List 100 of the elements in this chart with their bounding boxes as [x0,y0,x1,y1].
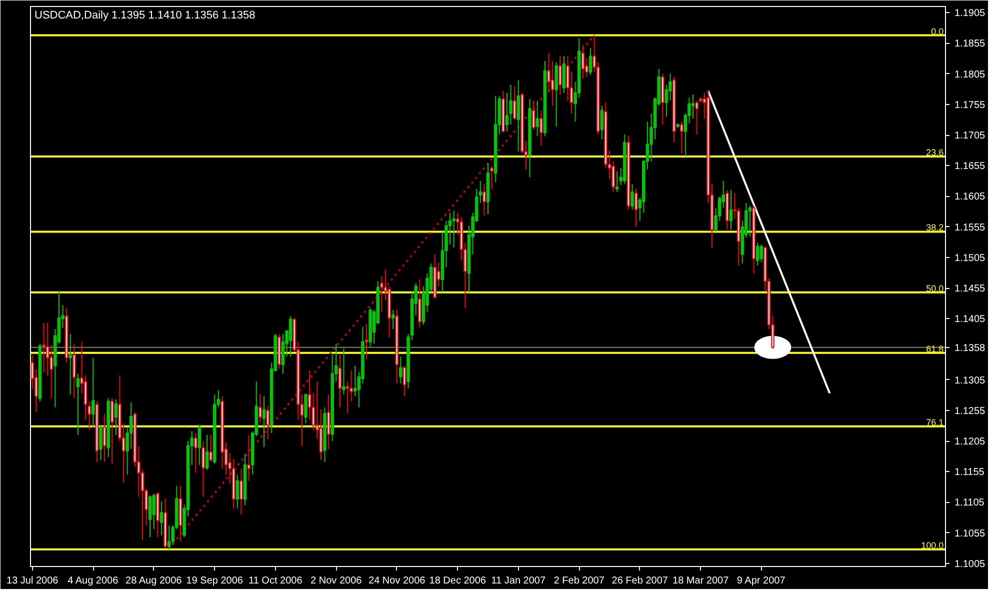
candlestick [42,322,46,373]
candlestick [205,434,209,470]
x-tick-label: 28 Aug 2006 [126,576,182,586]
y-tick-label: 1.1358 [954,342,986,354]
y-tick-label: 1.1505 [954,252,986,264]
y-tick-label: 1.1605 [954,192,986,203]
candlestick [236,474,240,509]
candlestick [512,86,516,120]
x-tick-label: 11 Oct 2006 [248,576,303,586]
candlestick [152,493,156,530]
candlestick [167,524,171,550]
candlestick [46,322,50,376]
annotation: 38.2 [926,222,944,233]
candlestick [262,396,266,448]
candlestick [102,414,106,462]
candlestick [536,100,539,137]
x-tick-label: 18 Mar 2007 [672,576,730,586]
y-tick-label: 1.1555 [954,222,986,234]
candlestick [634,188,638,228]
y-tick-label: 1.1705 [954,130,986,142]
candlestick [342,348,346,396]
candlestick [562,56,566,94]
x-tick-label: 19 Sep 2006 [186,576,244,586]
candlestick [554,62,558,127]
candlestick [258,393,262,424]
candlestick [160,501,164,536]
candlestick [76,373,80,436]
candlestick [266,405,270,440]
candlestick [516,79,520,152]
candlestick [148,495,152,538]
y-tick-label: 1.1855 [954,38,986,50]
candlestick [68,333,72,396]
annotation: 50.0 [926,283,944,294]
candlestick [114,398,118,436]
candlestick [478,180,482,204]
chart-title: USDCAD,Daily 1.1395 1.1410 1.1356 1.1358 [34,10,256,22]
annotation: 0.0 [931,26,944,36]
candlestick [695,100,698,135]
candlestick [281,333,285,374]
candlestick [760,244,763,263]
candlestick [326,394,330,450]
y-tick-label: 1.1205 [954,436,986,448]
x-tick-label: 11 Jan 2007 [491,576,546,586]
x-tick-label: 18 Dec 2006 [429,576,486,586]
y-tick-label: 1.1405 [954,314,986,326]
candlestick [288,316,292,358]
y-tick-label: 1.1755 [954,100,986,111]
candlestick [338,354,342,408]
y-tick-label: 1.1255 [954,406,986,417]
candlestick [364,324,368,360]
candlestick [247,434,250,482]
candlestick [194,432,198,474]
y-tick-label: 1.1655 [954,161,986,172]
y-tick-label: 1.1305 [954,375,986,386]
y-tick-label: 1.1005 [954,558,986,570]
candlestick [391,310,395,330]
y-tick-label: 1.1105 [954,498,985,509]
candlestick [72,343,76,399]
candlestick [482,183,486,216]
x-tick-label: 2 Feb 2007 [554,576,605,586]
candlestick [691,94,695,119]
candlestick [729,190,733,230]
candlestick [399,356,402,384]
candlestick [319,408,323,461]
candlestick [756,242,760,266]
x-tick-label: 9 Apr 2007 [736,576,786,586]
y-tick-label: 1.1055 [954,528,986,540]
candlestick [505,92,509,132]
candlestick [532,100,536,130]
candlestick [680,121,684,154]
x-tick-label: 4 Aug 2006 [68,576,119,586]
candlestick [588,48,592,76]
annotation: 23.6 [926,147,944,158]
candlestick [615,170,619,192]
candlestick [304,393,308,424]
candlestick [209,434,212,462]
candlestick [110,398,114,464]
annotation: 76.1 [926,417,944,428]
x-tick-label: 13 Jul 2006 [6,576,59,586]
x-tick-label: 26 Feb 2007 [612,576,668,586]
x-tick-label: 2 Nov 2006 [310,576,362,586]
candlestick [92,357,95,428]
candlestick [240,468,243,515]
y-tick-label: 1.1905 [954,8,986,20]
y-tick-label: 1.1455 [954,284,986,295]
candlestick [748,206,752,238]
candlestick [418,278,422,328]
candlestick [490,166,494,190]
candlestick [346,381,350,414]
candlestick [550,60,554,106]
candlestick [402,365,406,397]
candlestick [452,210,456,248]
candlestick [99,424,102,461]
annotation: 100.0 [921,540,944,550]
x-tick-label: 24 Nov 2006 [368,576,426,586]
candlestick [630,183,634,210]
candlestick [202,440,205,498]
candlestick [600,105,604,140]
candlestick [198,424,202,466]
annotation: 61.8 [926,344,944,354]
